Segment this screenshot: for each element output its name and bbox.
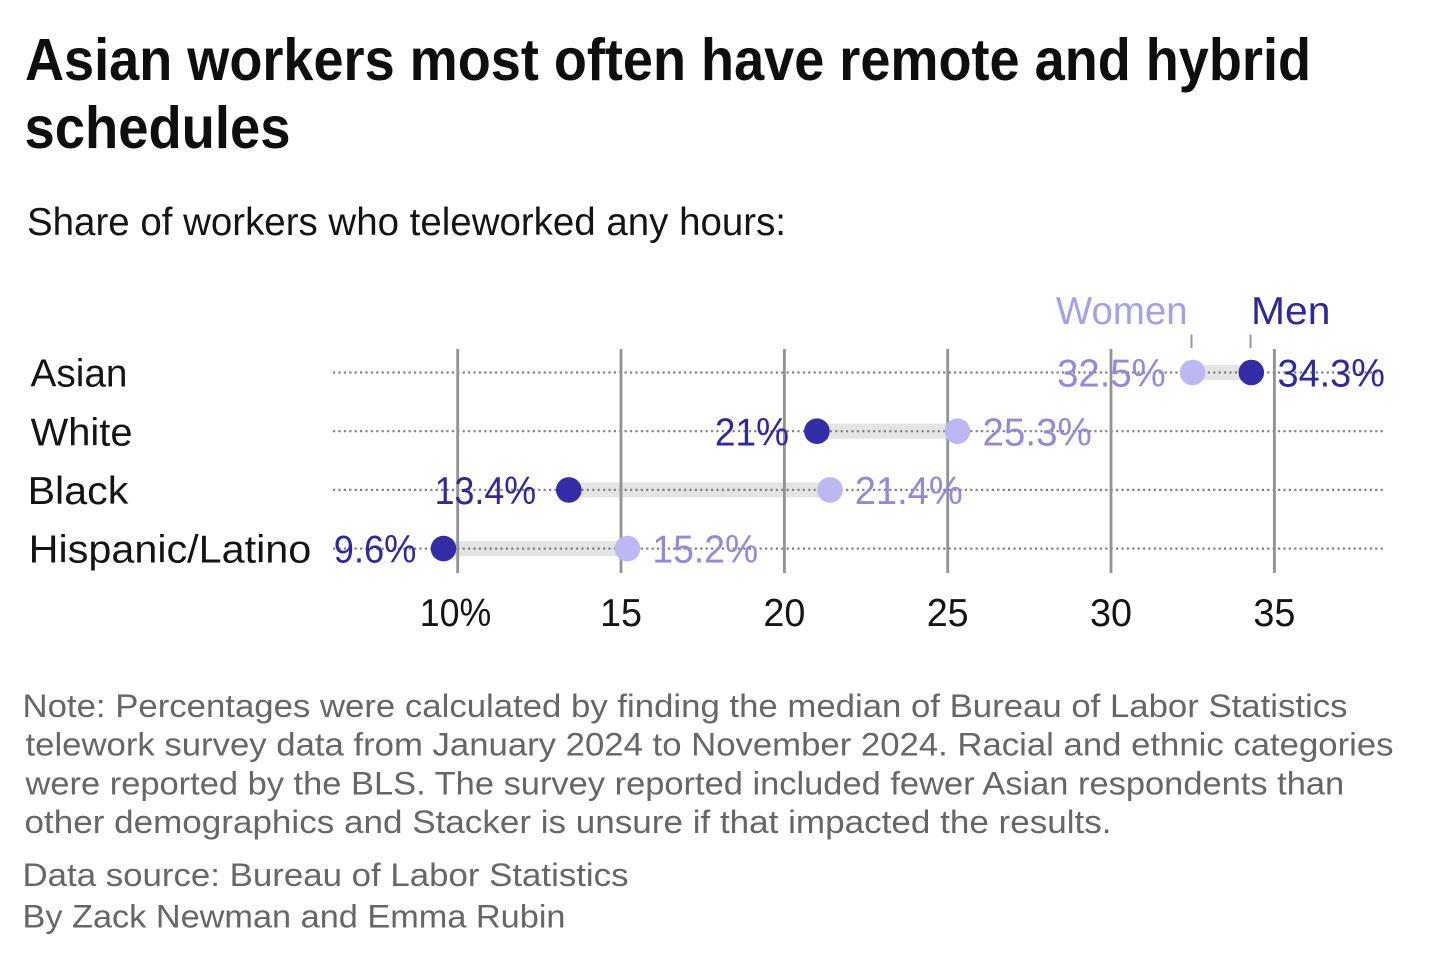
svg-text:other demographics and Stacker: other demographics and Stacker is unsure…: [25, 804, 1112, 840]
svg-text:telework survey data from Janu: telework survey data from January 2024 t…: [26, 727, 1394, 763]
svg-text:25: 25: [927, 592, 969, 635]
svg-text:Share of workers who teleworke: Share of workers who teleworked any hour…: [27, 201, 786, 244]
svg-text:13.4%: 13.4%: [435, 470, 537, 513]
svg-text:Men: Men: [1251, 290, 1330, 333]
svg-text:Data source: Bureau of Labor S: Data source: Bureau of Labor Statistics: [23, 857, 629, 893]
svg-text:Women: Women: [1056, 290, 1188, 333]
svg-text:Black: Black: [28, 470, 129, 513]
svg-text:20: 20: [763, 592, 805, 635]
svg-text:35: 35: [1253, 592, 1295, 635]
svg-text:Asian workers most often have: Asian workers most often have remote and…: [25, 27, 1311, 93]
svg-text:32.5%: 32.5%: [1057, 352, 1166, 395]
svg-text:schedules: schedules: [25, 95, 291, 161]
svg-text:were reported by the BLS. The: were reported by the BLS. The survey rep…: [24, 765, 1344, 801]
svg-text:21%: 21%: [715, 411, 789, 454]
svg-text:Hispanic/Latino: Hispanic/Latino: [29, 529, 312, 572]
svg-text:White: White: [31, 411, 133, 454]
svg-text:34.3%: 34.3%: [1278, 352, 1385, 395]
svg-text:25.3%: 25.3%: [983, 411, 1092, 454]
svg-text:Asian: Asian: [31, 353, 128, 396]
svg-text:15.2%: 15.2%: [652, 529, 758, 572]
svg-text:15: 15: [600, 592, 642, 635]
svg-text:10%: 10%: [420, 592, 492, 635]
svg-text:9.6%: 9.6%: [334, 529, 417, 572]
svg-text:30: 30: [1090, 592, 1132, 635]
svg-text:Note: Percentages were calcula: Note: Percentages were calculated by fin…: [23, 688, 1348, 724]
svg-text:By Zack Newman and Emma Rubin: By Zack Newman and Emma Rubin: [23, 898, 566, 934]
svg-text:21.4%: 21.4%: [855, 470, 963, 513]
